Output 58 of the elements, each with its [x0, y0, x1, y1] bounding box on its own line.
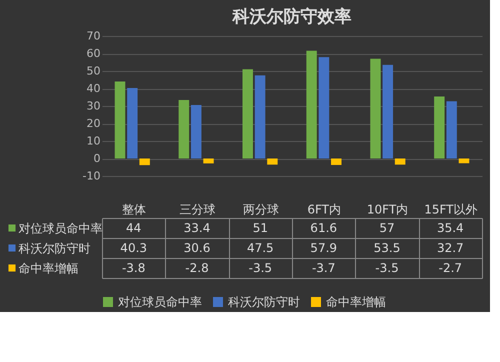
y-tick-label: 0 [94, 152, 100, 165]
y-tick-label: 10 [86, 134, 100, 148]
bar [370, 58, 381, 158]
x-tick-label: 6FT内 [307, 202, 341, 216]
data-label: 57 [379, 221, 395, 235]
text: 对位球员命中率 [118, 295, 202, 309]
chart-title: 科沃尔防守效率 [232, 7, 352, 27]
data-label: 44 [126, 221, 142, 235]
bar [382, 64, 394, 158]
bar [114, 82, 126, 158]
bar [203, 158, 214, 164]
y-tick-label: 40 [86, 82, 100, 95]
legend-label: 命中率增幅 [18, 262, 78, 276]
data-label: -3.8 [122, 261, 146, 275]
data-label: -3.5 [248, 261, 272, 275]
y-tick-label: 50 [86, 64, 100, 78]
bar [446, 101, 457, 158]
data-label: 61.6 [310, 221, 338, 235]
bar [178, 100, 190, 158]
y-tick-label: 60 [86, 47, 100, 60]
bar [254, 75, 266, 158]
text: 命中率增幅 [326, 295, 386, 309]
data-label: 57.9 [310, 241, 338, 255]
data-label: 53.5 [374, 241, 400, 255]
data-label: 40.3 [120, 241, 148, 255]
y-tick-label: -10 [82, 170, 100, 182]
legend-label: 对位球员命中率 [18, 222, 102, 236]
x-tick-label: 三分球 [180, 202, 216, 216]
data-label: -3.5 [375, 261, 399, 275]
bar [434, 96, 445, 158]
data-label: -3.7 [312, 261, 336, 275]
text: 科沃尔防守时 [228, 295, 300, 309]
bar [242, 69, 253, 158]
data-label: 32.7 [436, 241, 464, 255]
bar [458, 158, 470, 164]
y-tick-label: 70 [86, 30, 100, 42]
bar [318, 57, 330, 158]
data-label: 33.4 [184, 221, 210, 235]
data-label: 30.6 [184, 241, 210, 255]
y-tick-label: 20 [86, 117, 100, 130]
data-label: -2.8 [185, 261, 209, 275]
data-label: 47.5 [246, 241, 274, 255]
bar [139, 158, 150, 166]
bar [306, 50, 317, 158]
data-label: 51 [252, 221, 268, 235]
bar [394, 158, 406, 165]
data-label: 35.4 [436, 221, 464, 235]
x-tick-label: 整体 [122, 202, 146, 216]
x-tick-label: 两分球 [242, 202, 279, 216]
bar [190, 104, 202, 158]
legend-label: 科沃尔防守时 [18, 242, 90, 256]
y-tick-label: 30 [86, 100, 100, 112]
bar [267, 158, 278, 165]
x-tick-label: 15FT以外 [424, 202, 478, 216]
data-label: -2.7 [438, 261, 462, 275]
x-tick-label: 10FT内 [366, 202, 408, 216]
bar [127, 88, 138, 158]
bar [331, 158, 342, 165]
